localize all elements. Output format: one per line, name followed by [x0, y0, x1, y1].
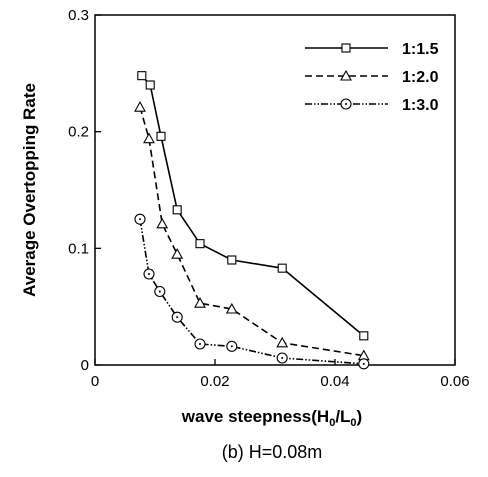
data-point: [145, 80, 155, 90]
data-point: [277, 263, 287, 273]
y-axis-label: Average Overtopping Rate: [20, 83, 39, 297]
data-point-dot: [139, 218, 141, 221]
x-axis-label-sub1: 0: [329, 417, 335, 429]
data-point: [194, 297, 206, 308]
x-axis-label-end: ): [357, 407, 363, 426]
x-axis-label-sub2: 0: [350, 417, 356, 429]
plot-frame: [94, 14, 456, 366]
figure-caption: (b) H=0.08m: [222, 442, 323, 462]
x-tick-label: 0.04: [320, 373, 349, 390]
data-point: [359, 331, 369, 341]
series-line: [139, 219, 364, 365]
data-point-dot: [230, 345, 233, 348]
x-tick-label: 0.06: [440, 373, 469, 390]
series-circle: [134, 213, 370, 370]
x-axis-label: wave steepness(H0/L0): [181, 407, 362, 429]
data-point: [172, 205, 182, 215]
x-axis-label-main: wave steepness(H: [181, 407, 329, 426]
data-point: [156, 131, 166, 141]
y-tick-label: 0.1: [68, 240, 89, 257]
data-point-dot: [158, 290, 161, 293]
legend-item: 1:2.0: [305, 69, 439, 86]
legend-label: 1:3.0: [402, 97, 439, 114]
data-point: [137, 71, 147, 81]
legend: 1:1.5 1:2.0 1:3.0: [305, 41, 439, 114]
x-axis-label-mid: /L: [335, 407, 350, 426]
legend-label: 1:2.0: [402, 69, 439, 86]
data-point: [195, 239, 205, 249]
legend-item: 1:1.5: [305, 41, 439, 58]
y-tick-label: 0.3: [68, 7, 89, 24]
series-triangle: [134, 101, 370, 361]
x-tick-label: 0: [91, 373, 99, 390]
series-layer: [134, 71, 370, 370]
data-point: [143, 132, 155, 144]
ticks-layer: 0 0.02 0.04 0.06 0 0.1 0.2 0.3: [68, 7, 469, 390]
data-point: [276, 336, 289, 348]
data-point: [134, 101, 146, 112]
y-tick-label: 0.2: [68, 124, 89, 141]
data-point-dot: [148, 273, 150, 275]
data-point: [171, 248, 184, 259]
data-point: [227, 255, 237, 265]
legend-marker-dot: [345, 103, 347, 105]
series-line: [139, 106, 364, 357]
data-point: [156, 217, 169, 229]
data-point: [225, 302, 238, 314]
legend-label: 1:1.5: [402, 41, 439, 58]
legend-marker: [340, 69, 352, 81]
y-tick-label: 0: [81, 357, 89, 374]
x-tick-label: 0.02: [200, 373, 229, 390]
legend-marker: [341, 43, 351, 53]
data-point-dot: [199, 343, 201, 345]
series-square: [137, 71, 369, 341]
data-point-dot: [176, 316, 179, 319]
data-point-dot: [281, 357, 284, 359]
legend-item: 1:3.0: [305, 97, 439, 114]
series-line: [141, 75, 365, 337]
data-point-dot: [362, 362, 365, 365]
